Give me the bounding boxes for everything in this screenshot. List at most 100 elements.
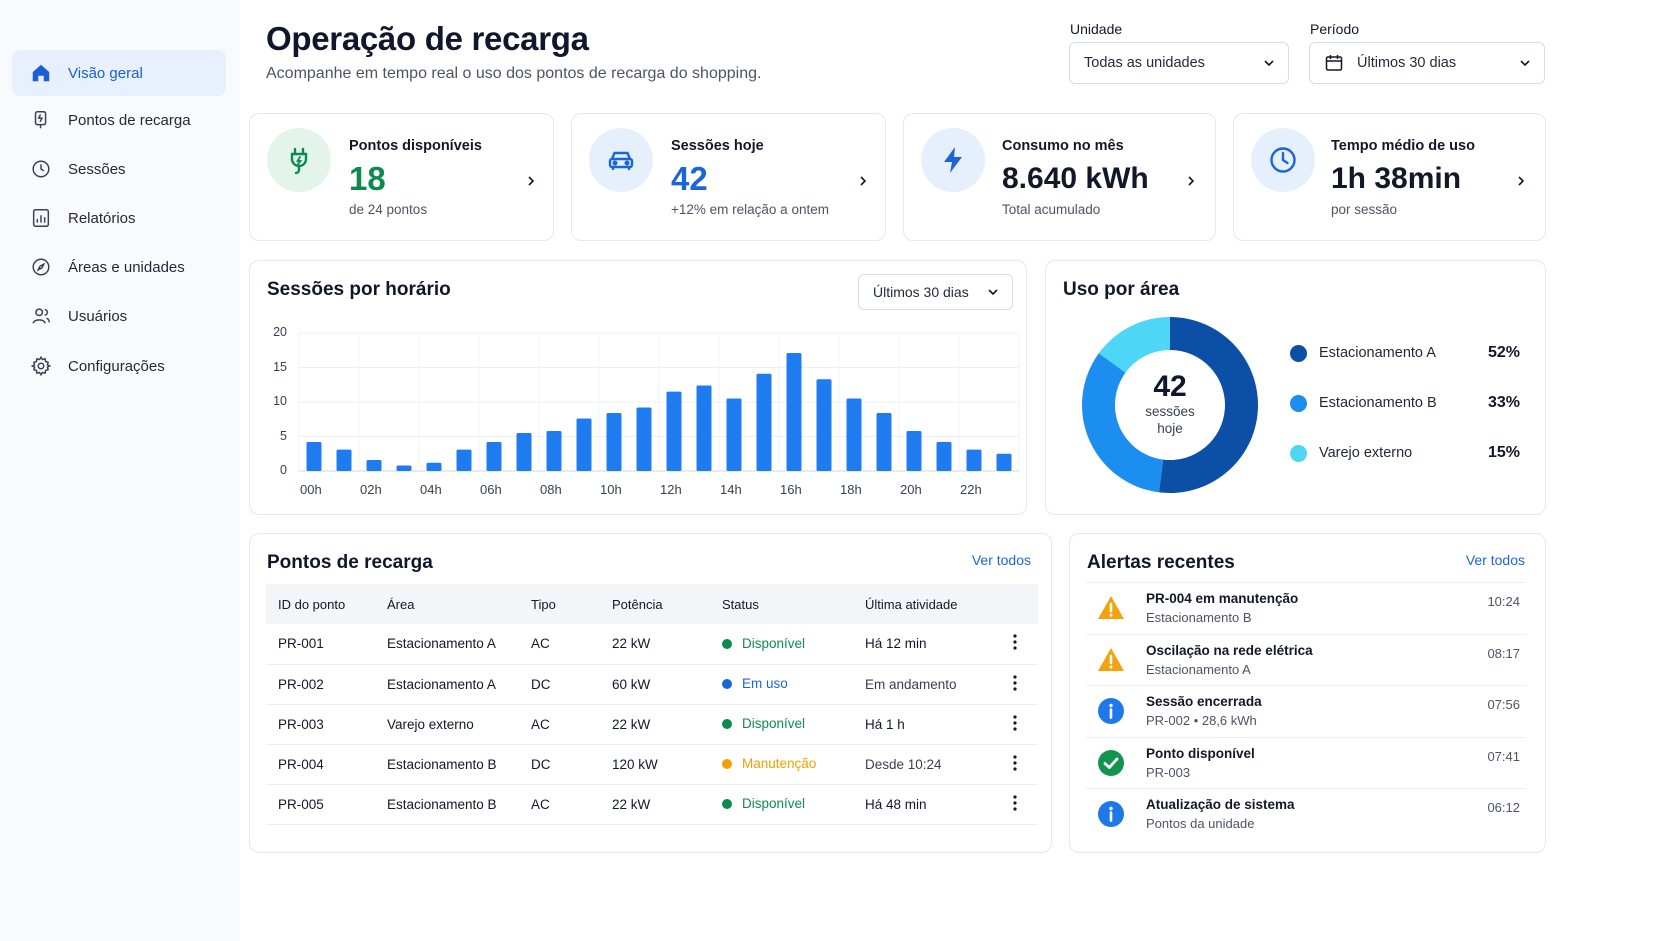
- column-header[interactable]: Área: [375, 584, 519, 624]
- column-header[interactable]: Status: [710, 584, 853, 624]
- alert-title: Atualização de sistema: [1146, 797, 1295, 812]
- unit-select[interactable]: Todas as unidades: [1069, 42, 1289, 84]
- chevron-right-icon: [528, 176, 535, 186]
- bar-22h[interactable]: [966, 449, 982, 471]
- bar-chart-svg: [298, 332, 1020, 472]
- last-activity-cell: Desde 10:24: [853, 744, 993, 785]
- table-row[interactable]: PR-002 Estacionamento A DC 60 kW Em uso Em an…: [266, 664, 1038, 705]
- see-all-points-link[interactable]: Ver todos: [971, 552, 1031, 568]
- calendar-icon: [1325, 55, 1343, 71]
- column-header[interactable]: Última atividade: [853, 584, 993, 624]
- donut-center-value: 42: [1153, 370, 1187, 403]
- donut-slice-1[interactable]: [1082, 353, 1164, 493]
- bar-21h[interactable]: [936, 442, 952, 471]
- status-badge: Disponível: [722, 716, 805, 731]
- sidebar-item-pontos-de-recarga[interactable]: Pontos de recarga: [12, 97, 226, 143]
- kebab-menu-icon[interactable]: [1005, 793, 1025, 813]
- bolt-icon: [921, 128, 985, 192]
- kpi-title: Pontos disponíveis: [349, 138, 482, 154]
- clock-icon: [1251, 128, 1315, 192]
- chart-period-select[interactable]: Últimos 30 dias: [858, 274, 1013, 310]
- alert-subtitle: PR-003: [1146, 764, 1191, 780]
- status-cell: Em uso: [710, 664, 853, 705]
- table-row[interactable]: PR-004 Estacionamento B DC 120 kW Manutenção…: [266, 744, 1038, 785]
- bar-10h[interactable]: [606, 413, 622, 471]
- sidebar-item-configuracoes[interactable]: Configurações: [12, 343, 226, 389]
- sidebar-item-sessoes[interactable]: Sessões: [12, 146, 226, 192]
- bar-07h[interactable]: [516, 433, 532, 471]
- area-cell: Estacionamento B: [375, 784, 519, 825]
- alert-item[interactable]: Atualização de sistema Pontos da unidade 0…: [1086, 788, 1526, 840]
- row-actions-cell: [993, 664, 1038, 705]
- kebab-menu-icon[interactable]: [1005, 632, 1025, 652]
- period-filter-label: Período: [1310, 21, 1360, 37]
- table-row[interactable]: PR-001 Estacionamento A AC 22 kW Disponível H…: [266, 624, 1038, 665]
- bar-09h[interactable]: [576, 418, 592, 471]
- bar-01h[interactable]: [336, 449, 352, 471]
- points-table-card: Pontos de recarga Ver todos ID do ponto …: [249, 533, 1052, 853]
- alert-subtitle: Estacionamento A: [1146, 661, 1251, 677]
- usage-by-area-card: Uso por área 42 sessões hoje Estacioname…: [1045, 260, 1546, 515]
- bar-16h[interactable]: [786, 353, 802, 471]
- status-cell: Disponível: [710, 784, 853, 825]
- kebab-menu-icon[interactable]: [1005, 753, 1025, 773]
- alert-item[interactable]: Ponto disponível PR-003 07:41: [1086, 736, 1526, 789]
- legend-percent: 52%: [1487, 344, 1520, 361]
- info-icon: [1096, 799, 1126, 829]
- kebab-menu-icon[interactable]: [1005, 713, 1025, 733]
- bar-05h[interactable]: [456, 449, 472, 471]
- bar-20h[interactable]: [906, 430, 922, 471]
- kpi-card-average-usage-time[interactable]: Tempo médio de uso 1h 38min por sessão: [1233, 113, 1546, 241]
- alert-item[interactable]: Oscilação na rede elétrica Estacionamento…: [1086, 633, 1526, 686]
- status-dot: [722, 638, 732, 649]
- sidebar-item-areas-e-unidades[interactable]: Áreas e unidades: [12, 244, 226, 290]
- column-header[interactable]: Potência: [600, 584, 710, 624]
- bar-08h[interactable]: [546, 430, 562, 471]
- column-header[interactable]: Tipo: [519, 584, 600, 624]
- bar-18h[interactable]: [846, 398, 862, 471]
- sidebar-item-relatorios[interactable]: Relatórios: [12, 195, 226, 241]
- sidebar-item-visao-geral[interactable]: Visão geral: [12, 50, 226, 96]
- period-select-value: Últimos 30 dias: [1357, 55, 1457, 71]
- x-tick-label: 18h: [840, 482, 862, 497]
- alert-item[interactable]: PR-004 em manutenção Estacionamento B 10:2…: [1086, 582, 1526, 634]
- donut-slice-2[interactable]: [1098, 317, 1170, 373]
- bar-19h[interactable]: [876, 413, 892, 471]
- bar-00h[interactable]: [306, 442, 322, 471]
- bar-15h[interactable]: [756, 373, 772, 471]
- bar-03h[interactable]: [396, 465, 412, 471]
- donut-center-label: hoje: [1157, 421, 1183, 436]
- alert-title: Sessão encerrada: [1146, 694, 1262, 709]
- bar-23h[interactable]: [996, 453, 1012, 471]
- kpi-card-sessions-today[interactable]: Sessões hoje 42 +12% em relação a ontem: [571, 113, 886, 241]
- column-header[interactable]: ID do ponto: [266, 584, 375, 624]
- bar-06h[interactable]: [486, 442, 502, 471]
- chevron-right-icon: [1518, 176, 1525, 186]
- sidebar-item-label: Visão geral: [68, 64, 143, 82]
- last-activity-cell: Há 12 min: [853, 624, 993, 665]
- alert-title: Ponto disponível: [1146, 745, 1255, 761]
- see-all-alerts-link[interactable]: Ver todos: [1465, 552, 1525, 568]
- bar-14h[interactable]: [726, 398, 742, 471]
- gear-icon: [30, 355, 52, 377]
- bar-02h[interactable]: [366, 459, 382, 471]
- alert-item[interactable]: Sessão encerrada PR-002 • 28,6 kWh 07:56: [1086, 685, 1526, 737]
- kebab-menu-icon[interactable]: [1005, 673, 1025, 693]
- kpi-card-monthly-consumption[interactable]: Consumo no mês 8.640 kWh Total acumulado: [903, 113, 1216, 241]
- kpi-card-available-points[interactable]: Pontos disponíveis 18 de 24 pontos: [249, 113, 554, 241]
- bar-12h[interactable]: [666, 391, 682, 471]
- bar-04h[interactable]: [426, 462, 442, 471]
- period-select[interactable]: Últimos 30 dias: [1309, 42, 1545, 84]
- table-row[interactable]: PR-005 Estacionamento B AC 22 kW Disponível H…: [266, 784, 1038, 825]
- area-cell: Estacionamento A: [375, 664, 519, 705]
- bar-17h[interactable]: [816, 379, 832, 471]
- bar-13h[interactable]: [696, 385, 712, 471]
- donut-chart: [1082, 317, 1258, 493]
- status-label: Disponível: [742, 716, 806, 732]
- table-row[interactable]: PR-003 Varejo externo AC 22 kW Disponível Há …: [266, 704, 1038, 745]
- compass-icon: [30, 256, 52, 278]
- bar-11h[interactable]: [636, 407, 652, 471]
- power-cell: 22 kW: [600, 624, 710, 665]
- sidebar-item-usuarios[interactable]: Usuários: [12, 293, 226, 339]
- donut-slice-0[interactable]: [1158, 317, 1258, 493]
